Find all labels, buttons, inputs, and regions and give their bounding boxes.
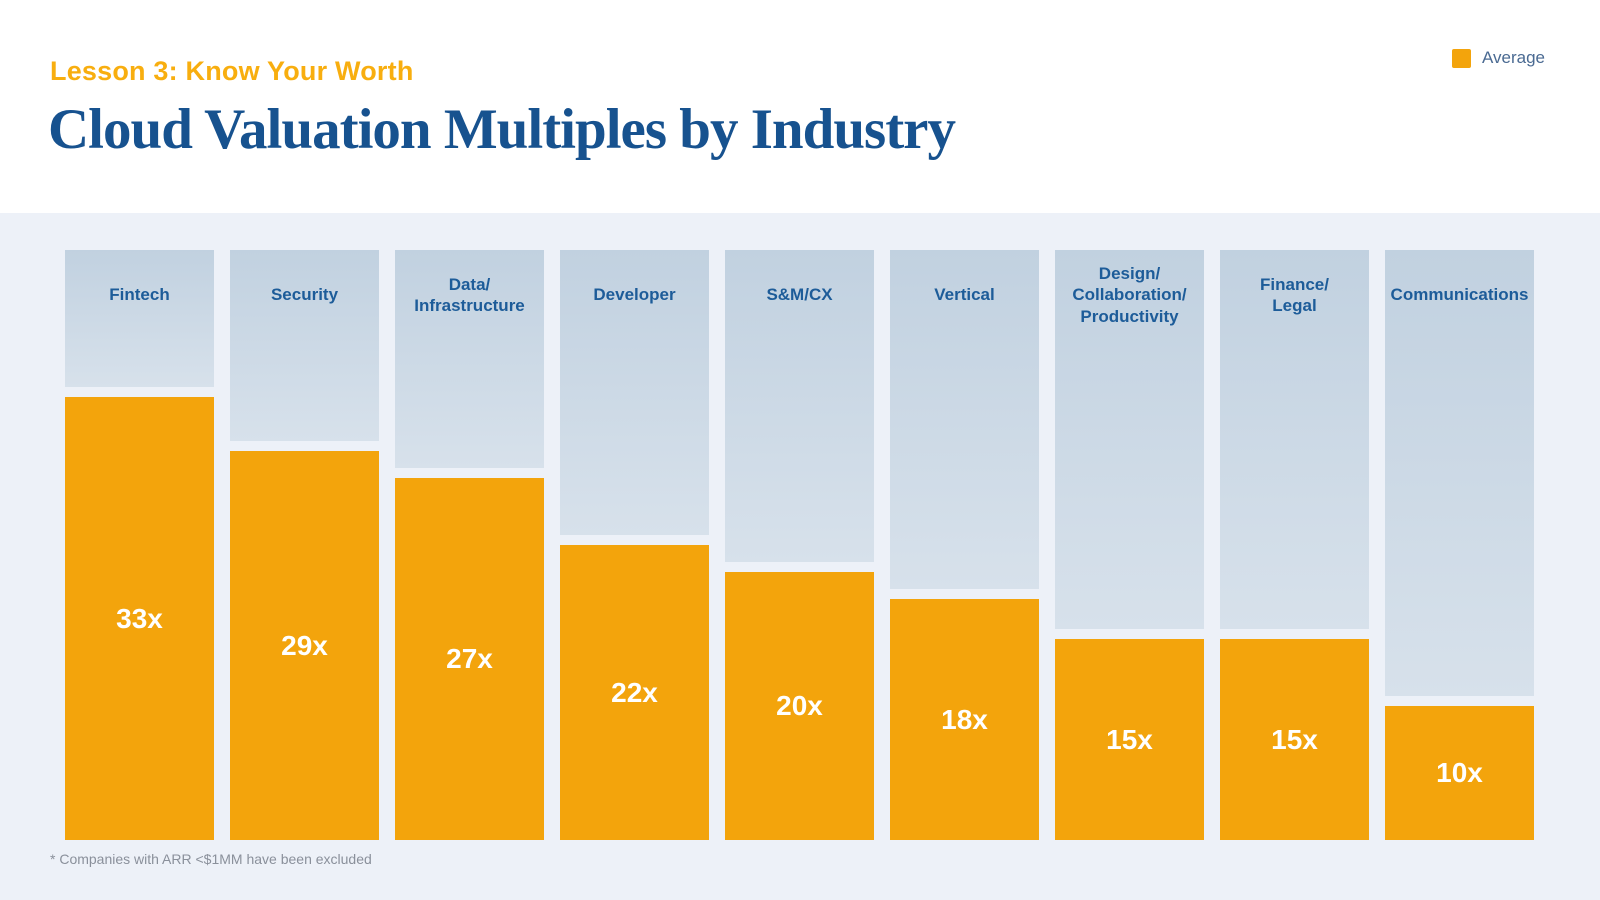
bar-value-label: 20x (776, 690, 823, 721)
category-track: Design/ Collaboration/ Productivity (1055, 250, 1204, 629)
chart-column: Design/ Collaboration/ Productivity 15x (1055, 250, 1204, 840)
chart-column: Finance/ Legal 15x (1220, 250, 1369, 840)
category-label: Design/ Collaboration/ Productivity (1072, 264, 1187, 326)
category-label: Data/ Infrastructure (414, 274, 525, 315)
category-label: Finance/ Legal (1260, 274, 1329, 315)
footnote: * Companies with ARR <$1MM have been exc… (50, 851, 372, 867)
bar-value-label: 33x (116, 602, 163, 634)
legend: Average (1451, 48, 1545, 68)
category-track: Data/ Infrastructure (395, 250, 544, 468)
chart-column: Fintech 33x (65, 250, 214, 840)
average-bar: 27x (395, 478, 544, 840)
bar-value-label: 22x (611, 676, 658, 708)
chart-column: Security 29x (230, 250, 379, 840)
category-label: Vertical (934, 285, 995, 305)
bar-value-label: 15x (1271, 723, 1318, 755)
category-track: Developer (560, 250, 709, 535)
category-track: Finance/ Legal (1220, 250, 1369, 629)
average-bar: 29x (230, 451, 379, 840)
category-track: Fintech (65, 250, 214, 387)
bar-value-label: 27x (446, 643, 493, 674)
bar-value-label: 10x (1436, 757, 1483, 788)
category-label: Security (270, 285, 339, 305)
lesson-eyebrow: Lesson 3: Know Your Worth (50, 56, 414, 86)
legend-swatch-icon (1451, 48, 1471, 68)
chart-column: Vertical 18x (890, 250, 1039, 840)
average-bar: 22x (560, 545, 709, 840)
category-label: Communications (1390, 285, 1529, 305)
page-title: Cloud Valuation Multiples by Industry (48, 98, 956, 161)
chart-column: Developer 22x (560, 250, 709, 840)
chart-section: Fintech 33x Security 29x Data/ Infrastructur… (0, 213, 1600, 900)
average-bar: 20x (725, 572, 874, 840)
chart-column: S&M/CX 20x (725, 250, 874, 840)
chart: Fintech 33x Security 29x Data/ Infrastructur… (65, 250, 1534, 840)
category-track: Security (230, 250, 379, 441)
category-track: S&M/CX (725, 250, 874, 562)
category-label: S&M/CX (766, 285, 833, 305)
average-bar: 10x (1385, 706, 1534, 840)
legend-label: Average (1481, 48, 1545, 67)
category-label: Fintech (109, 285, 170, 305)
chart-column: Data/ Infrastructure 27x (395, 250, 544, 840)
bar-value-label: 18x (941, 703, 988, 735)
chart-column: Communications 10x (1385, 250, 1534, 840)
category-label: Developer (593, 285, 676, 305)
average-bar: 18x (890, 599, 1039, 840)
bar-value-label: 15x (1106, 723, 1153, 755)
average-bar: 15x (1055, 639, 1204, 840)
average-bar: 33x (65, 397, 214, 840)
category-track: Communications (1385, 250, 1534, 696)
average-bar: 15x (1220, 639, 1369, 840)
category-track: Vertical (890, 250, 1039, 589)
bar-value-label: 29x (281, 629, 328, 661)
